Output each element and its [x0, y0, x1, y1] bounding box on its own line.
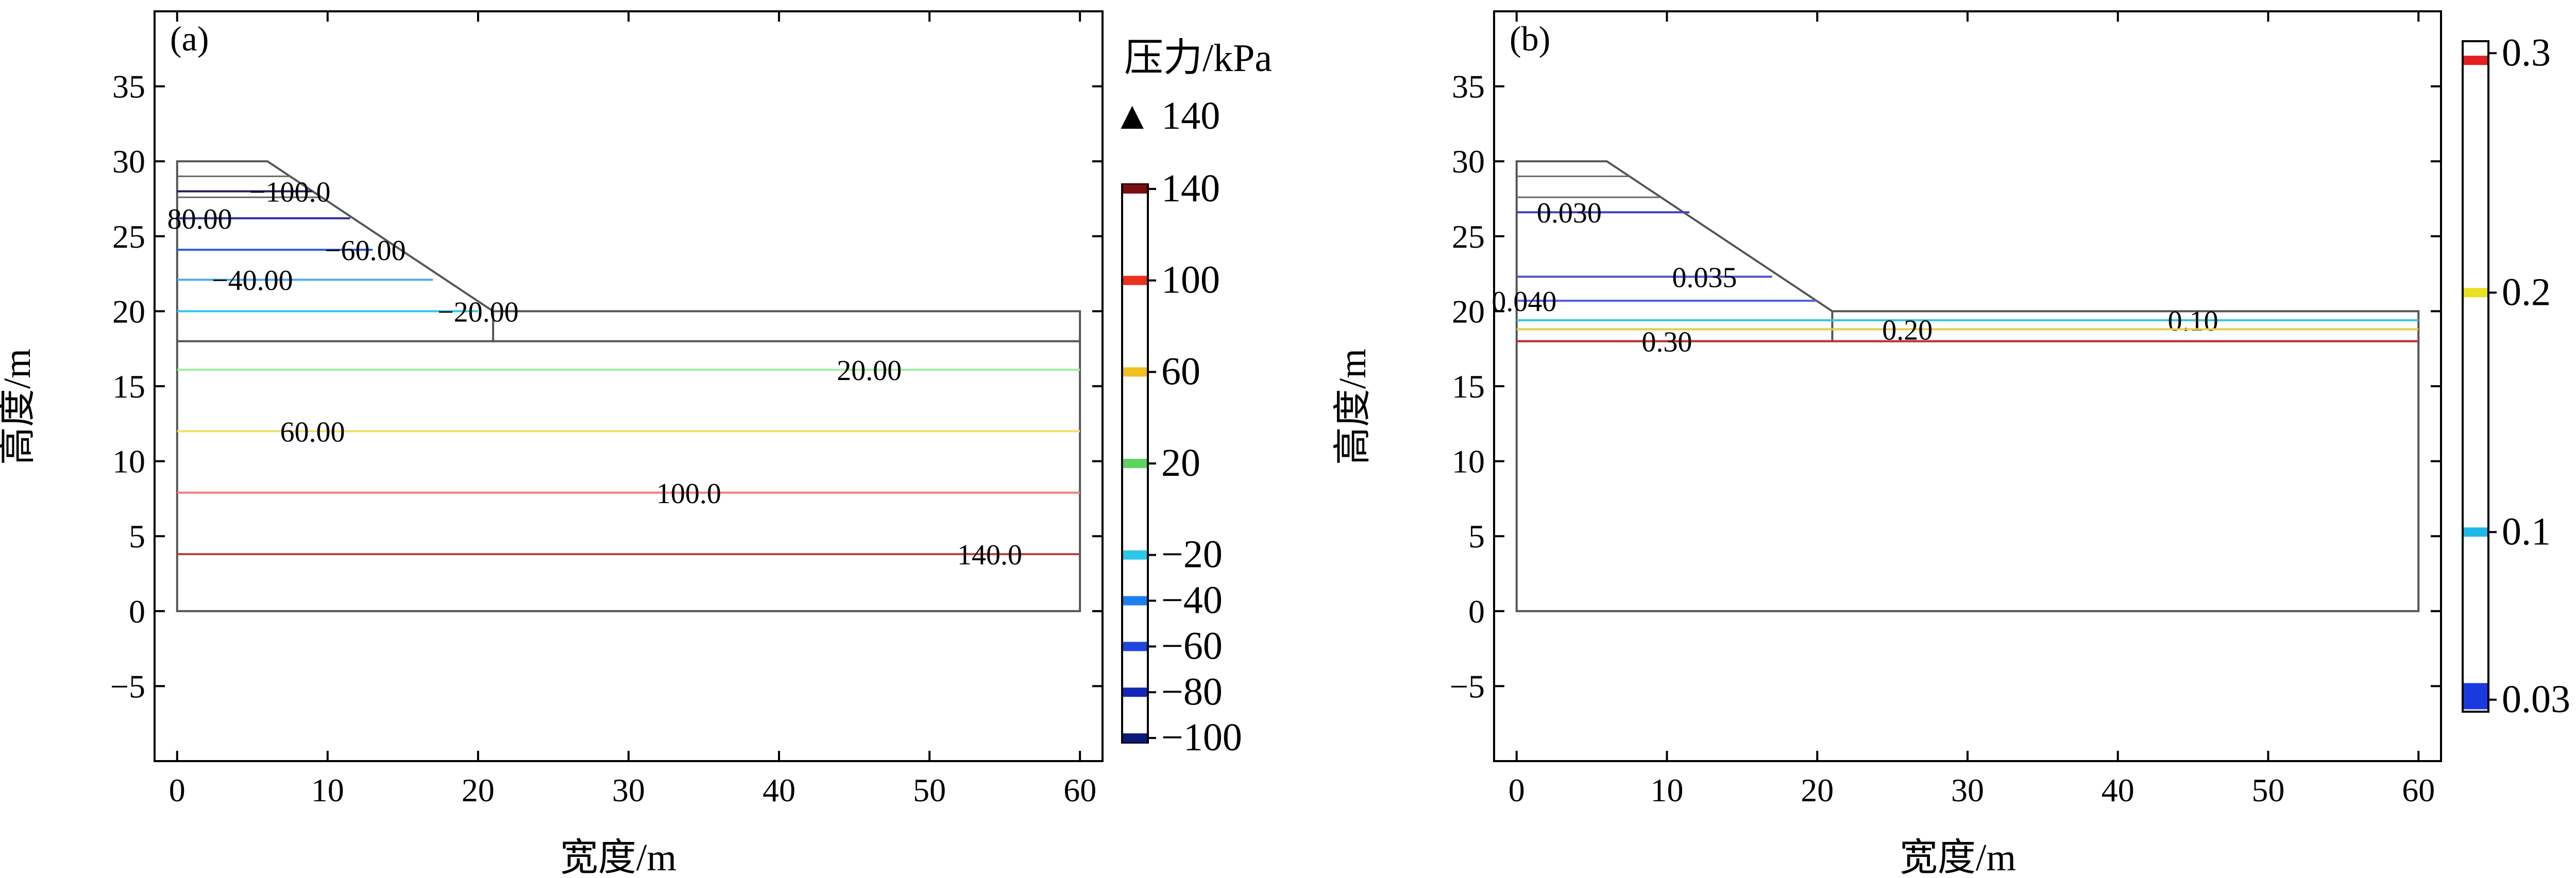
panel-a-colorbar: 140 100 60 20 −20−40−60−80−100	[1121, 167, 1242, 759]
panel-b-x-tick-label: 50	[2251, 772, 2284, 808]
panel-a-contour-label: 80.00	[167, 203, 232, 235]
panel-b-x-axis-label: 宽度/m	[1900, 837, 2016, 878]
panel-a-colorbar-band	[1123, 687, 1147, 697]
panel-a-x-tick-label: 20	[462, 772, 495, 808]
panel-a-contour-label: −40.00	[212, 265, 293, 297]
panel-a-colorbar-title: 压力/kPa	[1124, 37, 1272, 80]
panel-a-contour-label: 20.00	[837, 355, 902, 387]
panel-a-y-tick-label: 10	[112, 443, 145, 480]
panel-a: 0 10 20 30 40 50 60 −5 0 5 10 15 20 25 30 35 140.0 100.0 6…	[0, 10, 1272, 878]
panel-b-colorbar-band	[2464, 56, 2487, 65]
panel-b-y-tick-label: 5	[1468, 518, 1485, 555]
panel-a-y-axis-label: 高度/m	[0, 349, 39, 465]
panel-b-colorbar-tick-label: 0.1	[2502, 510, 2551, 553]
panel-a-y-tick-label: 25	[112, 218, 145, 255]
panel-b-y-tick-label: 35	[1452, 68, 1485, 105]
panel-a-y-tick-label: 5	[129, 518, 145, 555]
panel-a-x-tick-label: 40	[762, 772, 795, 808]
panel-a-contour-label: −100.0	[249, 176, 331, 208]
panel-a-x-axis-label: 宽度/m	[560, 837, 676, 878]
panel-b-colorbar-tick-label: 0.3	[2502, 31, 2551, 74]
panel-a-colorbar-band	[1123, 184, 1147, 194]
panel-a-colorbar-tick-label: −60	[1161, 624, 1223, 667]
panel-b-y-tick-label: 15	[1452, 368, 1485, 405]
panel-b-contour-label: 0.035	[1672, 262, 1737, 294]
panel-a-colorbar-tick-label: −100	[1161, 716, 1242, 759]
panel-a-colorbar-band	[1123, 642, 1147, 651]
panel-a-x-tick-label: 30	[612, 772, 645, 808]
panel-a-x-tick-label: 60	[1063, 772, 1096, 808]
panel-a-label: (a)	[170, 19, 209, 58]
panel-b-y-tick-label: 10	[1452, 443, 1485, 480]
panel-a-colorbar-band	[1123, 596, 1147, 606]
panel-a-colorbar-tick-label: 140	[1161, 167, 1220, 210]
panel-b-x-tick-label: 0	[1509, 772, 1525, 808]
panel-b-label: (b)	[1510, 19, 1550, 58]
panel-a-y-tick-label: 0	[129, 593, 145, 630]
panel-a-colorbar-band	[1123, 733, 1147, 743]
panel-a-plot: 0 10 20 30 40 50 60 −5 0 5 10 15 20 25 30 35 140.0 100.0 6…	[110, 10, 1104, 808]
panel-b-contour-label: 0.10	[2168, 305, 2218, 337]
panel-b-x-tick-label: 30	[1951, 772, 1984, 808]
panel-b-y-tick-label: 20	[1452, 293, 1485, 330]
panel-a-colorbar-max-marker: ▲ 140	[1113, 94, 1220, 137]
panel-a-colorbar-band	[1123, 276, 1147, 285]
panel-a-x-tick-label: 10	[311, 772, 344, 808]
panel-a-y-tick-label: 15	[112, 368, 145, 405]
panel-b-x-tick-label: 60	[2402, 772, 2435, 808]
panel-a-colorbar-tick-label: −40	[1161, 579, 1223, 622]
panel-b-colorbar-frame	[2462, 40, 2489, 713]
panel-b-colorbar-tick-label: 0.03	[2502, 678, 2570, 721]
panel-a-colorbar-tick-label: 100	[1161, 259, 1220, 302]
panel-a-contour-label: 60.00	[280, 416, 345, 448]
panel-b-y-tick-label: −5	[1450, 668, 1485, 704]
panel-a-colorbar-band	[1123, 367, 1147, 377]
panel-b-contour-label: 0.040	[1492, 286, 1556, 318]
panel-b-y-tick-label: 0	[1468, 593, 1485, 630]
panel-a-colorbar-tick-label: −20	[1161, 533, 1223, 576]
panel-b-y-tick-label: 30	[1452, 143, 1485, 180]
panel-a-colorbar-band	[1123, 459, 1147, 468]
panel-b-y-axis-label: 高度/m	[1332, 349, 1374, 465]
panel-a-colorbar-tick-label: −80	[1161, 670, 1223, 713]
panel-a-y-tick-label: 35	[112, 68, 145, 105]
panel-a-contour-label: −20.00	[437, 296, 519, 328]
panel-b-plot: 0 10 20 30 40 50 60 −5 0 5 10 15 20 25 30 35 0.030 0.035 0…	[1450, 10, 2442, 808]
panel-b-colorbar-band	[2464, 527, 2487, 537]
panel-b-colorbar-band	[2464, 288, 2487, 298]
panel-b-contour-label: 0.30	[1642, 326, 1692, 358]
panel-a-x-tick-label: 0	[169, 772, 185, 808]
panel-a-colorbar-tick-label: 20	[1161, 441, 1200, 485]
panel-a-x-tick-label: 50	[913, 772, 946, 808]
panel-a-y-tick-label: 20	[112, 293, 145, 330]
panel-a-contour-label: 140.0	[957, 539, 1022, 571]
panel-b-colorbar-tick-label: 0.2	[2502, 270, 2551, 314]
panel-b-x-tick-label: 10	[1651, 772, 1684, 808]
panel-a-colorbar-band	[1123, 550, 1147, 560]
panel-b-x-tick-label: 40	[2102, 772, 2134, 808]
panel-b-colorbar-band	[2464, 683, 2487, 693]
panel-a-y-tick-label: −5	[110, 668, 145, 704]
panel-b-contour-label: 0.030	[1537, 197, 1602, 229]
panel-b-colorbar-band	[2464, 690, 2487, 710]
panel-a-colorbar-tick-label: 60	[1161, 350, 1200, 393]
panel-b-x-tick-label: 20	[1801, 772, 1834, 808]
panel-a-y-tick-label: 30	[112, 143, 145, 180]
panel-a-contour-label: −60.00	[325, 235, 406, 267]
panel-a-contour-label: 100.0	[656, 478, 721, 510]
panel-b-colorbar: 0.3 0.2 0.1 0.03	[2462, 31, 2570, 721]
panel-b-y-tick-label: 25	[1452, 218, 1485, 255]
panel-b: 0 10 20 30 40 50 60 −5 0 5 10 15 20 25 30 35 0.030 0.035 0…	[1332, 10, 2570, 878]
